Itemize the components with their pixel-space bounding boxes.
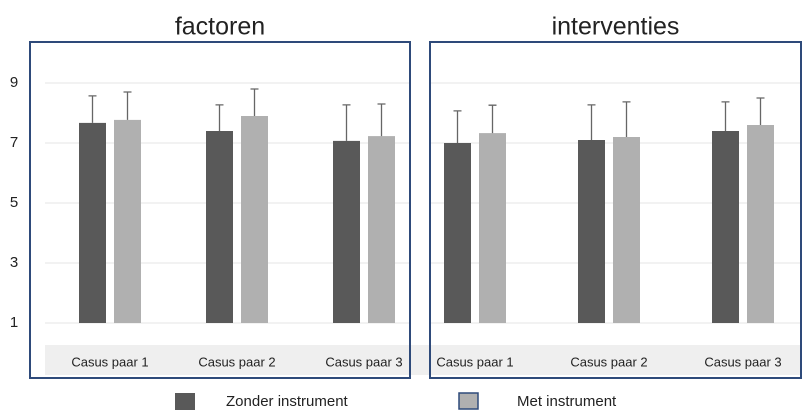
bar xyxy=(333,140,360,323)
error-bar xyxy=(123,91,132,120)
y-tick-label: 1 xyxy=(10,314,18,331)
bar xyxy=(79,122,106,324)
error-bar xyxy=(622,101,631,137)
x-tick-label: Casus paar 2 xyxy=(570,354,647,369)
legend-swatch xyxy=(458,392,479,410)
x-tick-label: Casus paar 1 xyxy=(71,354,148,369)
category-band xyxy=(45,345,802,375)
panel-frame xyxy=(429,41,802,379)
error-bar xyxy=(721,101,730,131)
error-bar xyxy=(250,88,259,116)
bar xyxy=(712,131,739,323)
y-tick-label: 7 xyxy=(10,134,18,151)
y-tick-label: 5 xyxy=(10,194,18,211)
error-bar xyxy=(377,103,386,137)
panel-title: interventies xyxy=(552,13,680,41)
x-tick-label: Casus paar 1 xyxy=(436,354,513,369)
bar xyxy=(444,143,471,323)
bar xyxy=(368,136,395,323)
bar xyxy=(747,125,774,323)
x-tick-label: Casus paar 3 xyxy=(325,354,402,369)
error-bar xyxy=(756,97,765,125)
bar xyxy=(578,140,605,323)
error-bar xyxy=(88,95,97,123)
legend-label: Met instrument xyxy=(517,393,617,410)
x-tick-label: Casus paar 2 xyxy=(198,354,275,369)
y-tick-label: 3 xyxy=(10,254,18,271)
error-bar xyxy=(587,104,596,140)
legend-label: Zonder instrument xyxy=(226,393,349,410)
error-bar xyxy=(342,104,351,141)
error-bar xyxy=(488,104,497,134)
panel-frame xyxy=(29,41,411,379)
x-tick-label: Casus paar 3 xyxy=(704,354,781,369)
error-bar xyxy=(453,110,462,143)
legend-swatch xyxy=(175,393,195,410)
bar xyxy=(613,137,640,323)
bar xyxy=(114,119,141,324)
panel-title: factoren xyxy=(175,13,265,41)
bar xyxy=(479,133,506,323)
bar xyxy=(241,116,268,323)
y-tick-label: 9 xyxy=(10,74,18,91)
error-bar xyxy=(215,104,224,131)
bar xyxy=(206,131,233,323)
